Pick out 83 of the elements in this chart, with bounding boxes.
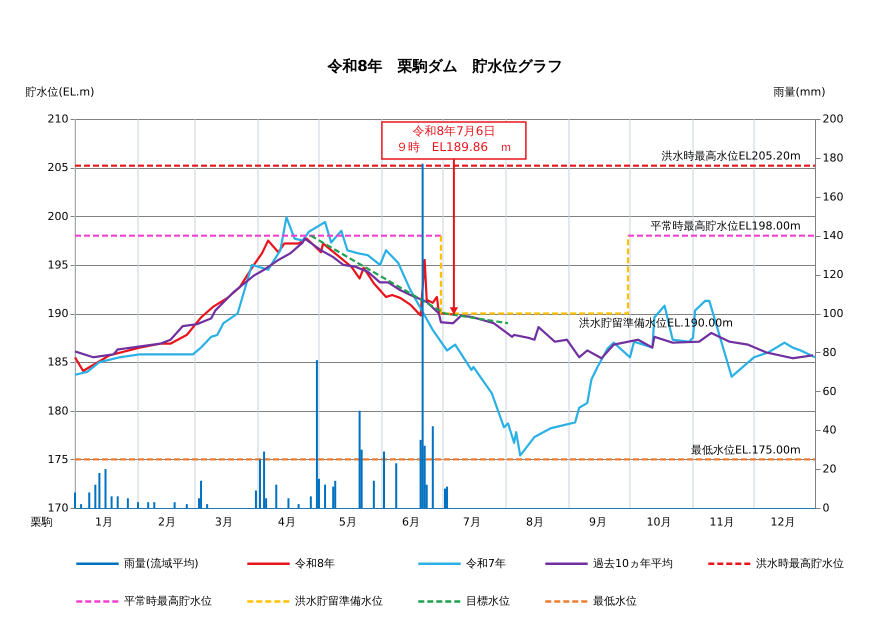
bar [422, 164, 424, 508]
bar [80, 504, 82, 508]
y-tick-label: 175 [48, 452, 68, 466]
y-tick-label: 205 [48, 161, 68, 174]
x-tick-label: 3月 [214, 516, 233, 528]
bar [324, 484, 326, 508]
legend-label: 目標水位 [466, 594, 510, 608]
x-tick-label: 12月 [770, 516, 796, 528]
bar [446, 486, 448, 508]
legend-label: 過去10ヵ年平均 [593, 556, 673, 570]
bar [432, 426, 434, 508]
x-tick-label: 4月 [278, 516, 296, 528]
y-tick-label: 180 [48, 404, 68, 418]
chart-title: 令和8年 栗駒ダム 貯水位グラフ [326, 57, 563, 75]
x-axis-title: 栗駒 [30, 516, 52, 528]
y2-tick-label: 40 [822, 424, 836, 437]
bar [174, 502, 176, 508]
bar [116, 496, 119, 508]
bar [275, 484, 278, 508]
bar [395, 463, 398, 508]
y-tick-label: 210 [48, 112, 68, 126]
bar [88, 492, 90, 508]
y2-tick-label: 200 [822, 112, 844, 126]
bar [298, 504, 300, 508]
x-tick-label: 10月 [646, 516, 672, 528]
legend-label: 洪水時最高貯水位 [756, 556, 844, 570]
y-tick-label: 190 [48, 307, 68, 320]
y2-tick-label: 120 [822, 268, 844, 282]
bar [200, 480, 202, 508]
y2-tick-label: 60 [822, 384, 836, 398]
bar [137, 502, 140, 508]
y2-axis-title: 雨量(mm) [773, 86, 826, 98]
bar [287, 498, 290, 508]
legend-label: 最低水位 [593, 594, 637, 608]
bar [98, 472, 100, 508]
y2-tick-label: 140 [822, 229, 844, 242]
legend-label: 平常時最高貯水位 [124, 594, 212, 608]
x-tick-label: 8月 [526, 516, 544, 528]
annotation: 平常時最高貯水位EL198.00m [650, 220, 801, 233]
y-axis-title: 貯水位(EL.m) [26, 86, 94, 98]
bar [358, 410, 361, 508]
bar [444, 488, 446, 508]
bar [74, 492, 76, 508]
legend-label: 雨量(流域平均) [124, 556, 199, 570]
annotation: 令和8年7月6日 [412, 124, 496, 138]
annotation: ９時 EL189.86 ｍ [396, 140, 512, 154]
bar [104, 469, 106, 508]
y2-tick-label: 100 [822, 307, 844, 320]
y2-tick-label: 20 [822, 462, 836, 476]
bar [153, 502, 156, 508]
legend-label: 洪水貯留準備水位 [295, 594, 383, 608]
x-tick-label: 5月 [338, 516, 357, 528]
bar [383, 452, 386, 508]
bar [372, 480, 375, 508]
bar [186, 504, 188, 508]
legend-label: 令和7年 [466, 556, 506, 570]
x-tick-label: 7月 [462, 516, 481, 528]
y-tick-label: 185 [48, 356, 68, 369]
y-tick-label: 200 [48, 210, 68, 223]
bar [259, 459, 261, 508]
y-tick-label: 170 [48, 502, 68, 514]
x-tick-label: 6月 [402, 516, 420, 528]
x-tick-label: 2月 [158, 516, 176, 528]
x-tick-label: 11月 [709, 516, 734, 528]
x-tick-label: 1月 [94, 516, 113, 528]
y-tick-label: 195 [48, 258, 68, 272]
annotation: 洪水時最高水位EL205.20m [661, 150, 801, 163]
annotation: 最低水位EL.175.00m [690, 443, 801, 456]
bar [316, 360, 318, 508]
bar [94, 484, 96, 508]
bar [147, 502, 150, 508]
bar [310, 496, 312, 508]
bar [206, 504, 208, 508]
y2-tick-label: 160 [822, 190, 844, 204]
x-tick-label: 9月 [588, 516, 607, 528]
y2-tick-label: 0 [822, 502, 830, 514]
bar [263, 452, 266, 508]
bar [110, 496, 113, 508]
bar [334, 480, 336, 508]
legend-label: 令和8年 [295, 556, 335, 570]
y2-tick-label: 180 [822, 151, 844, 164]
y2-tick-label: 80 [822, 346, 836, 359]
bar [254, 490, 257, 508]
